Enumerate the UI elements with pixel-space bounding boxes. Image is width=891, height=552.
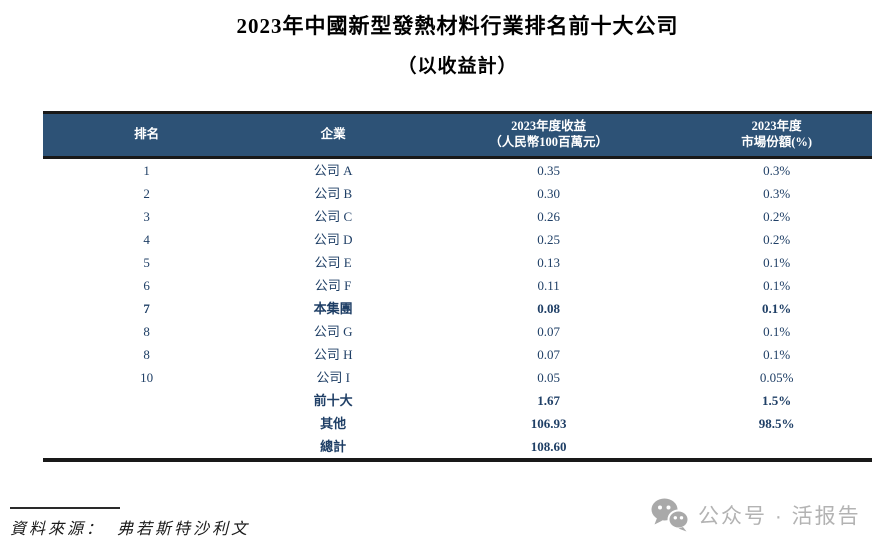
- cell-share: 0.1%: [763, 323, 791, 339]
- table-row: 6 公司 F 0.11 0.1%: [43, 274, 872, 297]
- watermark: 公众号 · 活报告: [650, 497, 861, 533]
- cell-rank: 3: [143, 208, 150, 224]
- cell-rank: 8: [143, 323, 150, 339]
- cell-revenue: 0.07: [537, 346, 561, 362]
- cell-revenue: 0.13: [537, 254, 561, 270]
- cell-share: 0.1%: [763, 277, 791, 293]
- cell-revenue: 0.08: [537, 300, 561, 316]
- cell-revenue: 0.11: [537, 277, 560, 293]
- page-subtitle: （以收益計）: [397, 56, 518, 77]
- table-row: 10 公司 I 0.05 0.05%: [43, 366, 872, 389]
- cell-share: 0.1%: [763, 346, 791, 362]
- cell-share: 0.2%: [763, 231, 791, 247]
- cell-company: 公司 C: [314, 208, 353, 224]
- cell-rank: 4: [143, 231, 150, 247]
- cell-share: [681, 435, 872, 460]
- table-header: 排名 企業 2023年度收益 （人民幣100百萬元） 2023年度 市場份額(%…: [43, 112, 872, 159]
- cell-revenue: 0.26: [537, 208, 561, 224]
- table-body: 1 公司 A 0.35 0.3% 2 公司 B 0.30 0.3% 3 公司 C 0.26 0.2% 4…: [43, 157, 872, 460]
- cell-share: 0.3%: [763, 185, 791, 201]
- table-row: 8 公司 H 0.07 0.1%: [43, 343, 872, 366]
- cell-revenue: 106.93: [530, 415, 567, 431]
- cell-share: 98.5%: [758, 415, 795, 431]
- cell-company: 公司 E: [314, 254, 352, 270]
- cell-company: 公司 B: [314, 185, 353, 201]
- cell-revenue: 0.35: [537, 162, 561, 178]
- cell-rank: 10: [140, 369, 154, 385]
- header-rank: 排名: [43, 112, 251, 159]
- cell-revenue: 1.67: [537, 392, 561, 408]
- header-revenue: 2023年度收益 （人民幣100百萬元）: [416, 112, 682, 159]
- table-row: 8 公司 G 0.07 0.1%: [43, 320, 872, 343]
- cell-share: 0.2%: [763, 208, 791, 224]
- cell-rank: 8: [143, 346, 150, 362]
- table-row: 前十大 1.67 1.5%: [43, 389, 872, 412]
- table-row: 1 公司 A 0.35 0.3%: [43, 157, 872, 182]
- cell-company: 公司 D: [313, 231, 353, 247]
- cell-company: 公司 A: [313, 162, 353, 178]
- table-row: 7 本集團 0.08 0.1%: [43, 297, 872, 320]
- cell-company: 本集團: [313, 300, 353, 316]
- wechat-icon: [651, 498, 690, 532]
- cell-revenue: 0.05: [537, 369, 561, 385]
- table-row: 總計 108.60: [43, 435, 872, 460]
- cell-rank: [43, 389, 250, 412]
- source-value: 弗若斯特沙利文: [117, 521, 251, 538]
- source-line: 資料來源： 弗若斯特沙利文: [10, 515, 250, 539]
- cell-share: 0.3%: [763, 162, 791, 178]
- table-row: 3 公司 C 0.26 0.2%: [43, 205, 872, 228]
- cell-company: 公司 H: [313, 346, 353, 362]
- cell-share: 0.05%: [759, 369, 794, 385]
- cell-rank: 7: [143, 300, 150, 316]
- cell-rank: 5: [143, 254, 150, 270]
- table-row: 其他 106.93 98.5%: [43, 412, 872, 435]
- cell-company: 其他: [320, 415, 347, 431]
- source-label: 資料來源：: [10, 521, 106, 538]
- cell-rank: 6: [143, 277, 150, 293]
- cell-share: 0.1%: [763, 254, 791, 270]
- cell-company: 公司 I: [316, 369, 350, 385]
- cell-revenue: 0.07: [537, 323, 561, 339]
- title-block: 2023年中國新型發熱材料行業排名前十大公司 （以收益計）: [43, 10, 872, 78]
- cell-company: 公司 F: [314, 277, 352, 293]
- table-row: 4 公司 D 0.25 0.2%: [43, 228, 872, 251]
- cell-revenue: 0.25: [537, 231, 561, 247]
- cell-revenue: 108.60: [530, 438, 567, 454]
- table-row: 2 公司 B 0.30 0.3%: [43, 182, 872, 205]
- header-company: 企業: [250, 112, 417, 159]
- watermark-text: 公众号 · 活报告: [698, 505, 861, 528]
- cell-rank: [43, 412, 250, 435]
- ranking-table: 排名 企業 2023年度收益 （人民幣100百萬元） 2023年度 市場份額(%…: [43, 111, 872, 462]
- table-row: 5 公司 E 0.13 0.1%: [43, 251, 872, 274]
- header-share: 2023年度 市場份額(%): [681, 112, 872, 159]
- cell-share: 0.1%: [762, 300, 792, 316]
- cell-rank: [43, 435, 250, 460]
- cell-rank: 2: [143, 185, 150, 201]
- cell-company: 前十大: [313, 392, 353, 408]
- cell-revenue: 0.30: [537, 185, 561, 201]
- page-title: 2023年中國新型發熱材料行業排名前十大公司: [236, 14, 679, 38]
- cell-share: 1.5%: [762, 392, 792, 408]
- footnote-divider: [10, 507, 120, 509]
- cell-rank: 1: [143, 162, 150, 178]
- cell-company: 總計: [320, 438, 347, 454]
- cell-company: 公司 G: [313, 323, 353, 339]
